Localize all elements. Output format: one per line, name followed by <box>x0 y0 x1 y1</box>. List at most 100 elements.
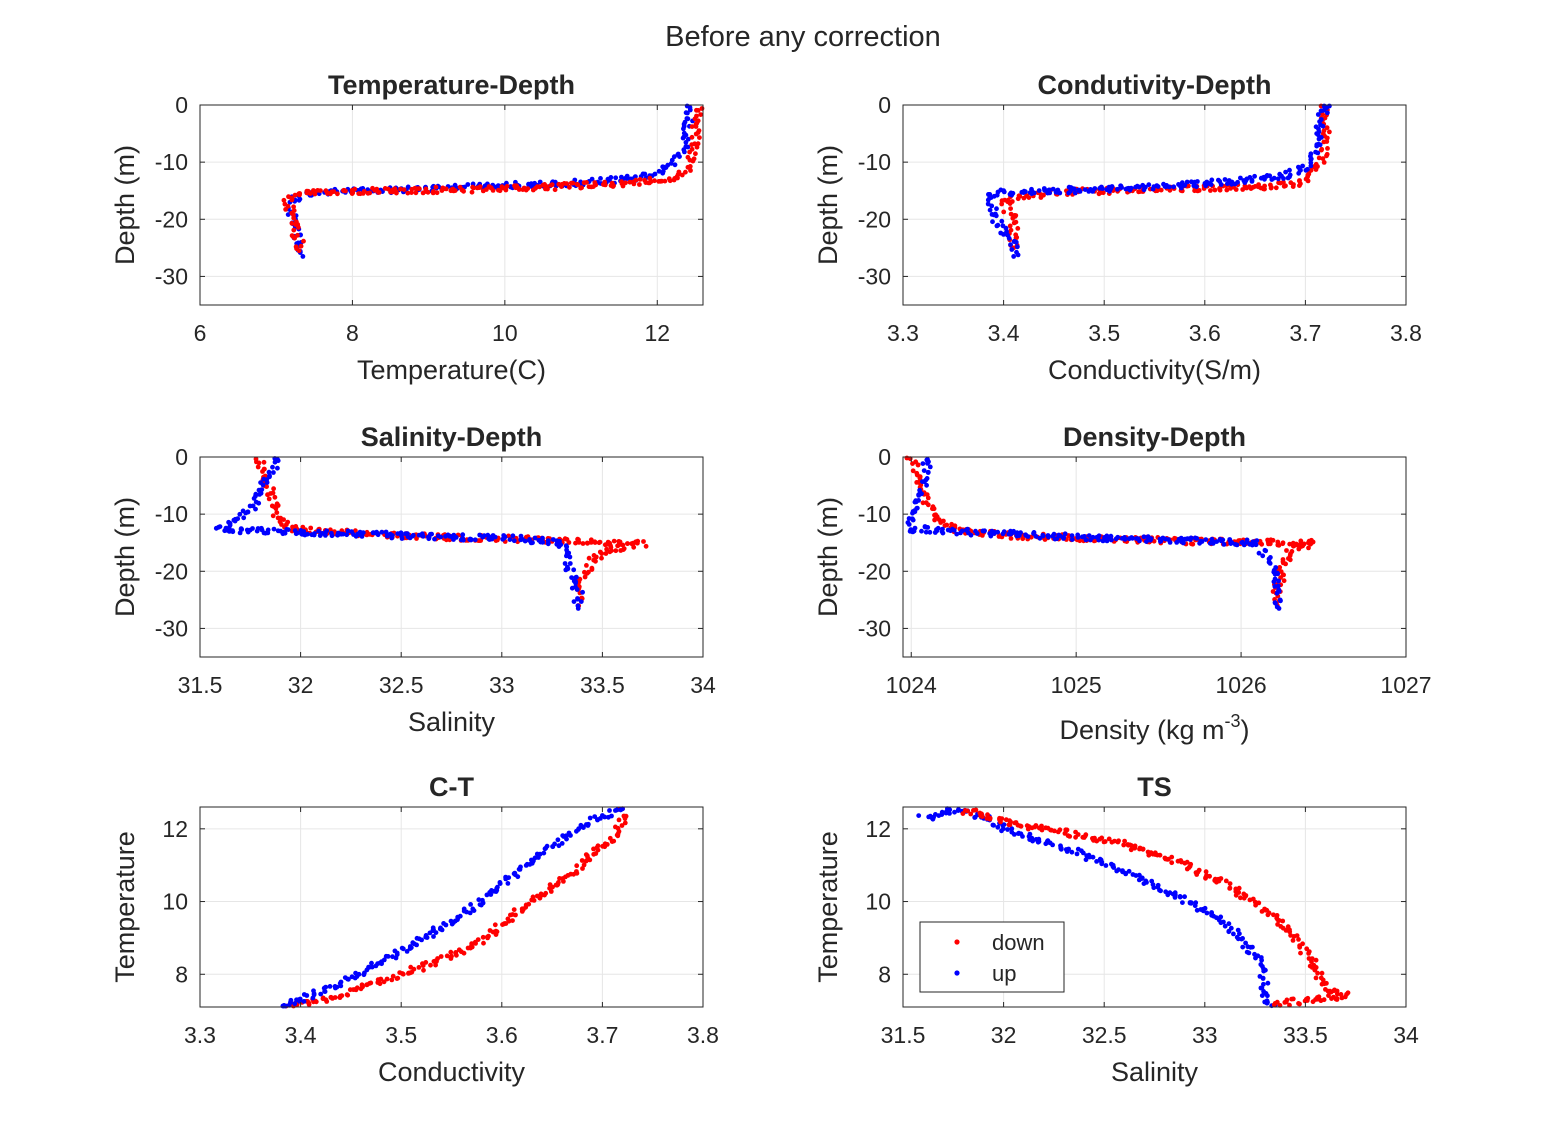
scatter-point-down <box>604 842 610 847</box>
scatter-point-up <box>1023 533 1029 539</box>
scatter-point-down <box>1278 569 1284 574</box>
scatter-point-down <box>574 863 580 869</box>
scatter-point-up <box>1030 838 1035 844</box>
x-axis-label: Conductivity(S/m) <box>1048 355 1261 385</box>
scatter-point-down <box>688 168 693 173</box>
scatter-point-down <box>272 494 278 500</box>
scatter-point-up <box>1240 944 1246 950</box>
scatter-point-up <box>1146 182 1152 188</box>
scatter-point-down <box>643 180 649 186</box>
panel-ct: 3.3 3.4 3.5 3.6 3.7 3.8 8 10 12 C-T Conductivity Te… <box>110 772 719 1087</box>
scatter-point-up <box>562 561 568 566</box>
x-axis-label: Conductivity <box>378 1057 526 1087</box>
scatter-point-down <box>1296 937 1301 942</box>
scatter-point-down <box>389 977 395 983</box>
scatter-point-down <box>488 185 494 191</box>
scatter-point-up <box>1320 123 1326 129</box>
scatter-point-down <box>1157 852 1163 858</box>
y-axis-label: Depth (m) <box>110 497 140 617</box>
scatter-point-up <box>472 537 478 543</box>
scatter-point-down <box>530 894 536 900</box>
scatter-point-up <box>281 1003 287 1009</box>
scatter-point-up <box>1272 571 1278 577</box>
scatter-point-up <box>1244 537 1250 543</box>
scatter-point-down <box>622 820 628 826</box>
scatter-point-up <box>995 824 1001 830</box>
scatter-point-up <box>668 161 674 166</box>
scatter-point-down <box>1327 129 1332 135</box>
scatter-point-up <box>251 496 257 501</box>
scatter-point-down <box>1032 824 1038 830</box>
scatter-point-up <box>1096 533 1102 539</box>
scatter-point-up <box>1246 950 1252 956</box>
scatter-point-down <box>1280 918 1286 924</box>
scatter-point-up <box>467 910 473 916</box>
scatter-point-up <box>687 105 693 110</box>
scatter-point-up <box>260 482 266 488</box>
scatter-point-up <box>1234 542 1240 548</box>
scatter-point-down <box>607 835 613 841</box>
scatter-point-down <box>523 902 529 908</box>
plot-area <box>200 457 703 657</box>
scatter-point-up <box>1139 875 1145 881</box>
scatter-point-down <box>973 807 979 813</box>
scatter-point-down <box>1253 902 1258 908</box>
scatter-point-up <box>919 528 924 534</box>
x-axis-label: Salinity <box>1111 1057 1199 1087</box>
scatter-point-up <box>1009 829 1015 835</box>
series-up <box>985 103 1332 259</box>
scatter-point-down <box>1015 226 1021 231</box>
axes-box <box>199 806 704 1008</box>
legend-box <box>919 921 1065 993</box>
scatter-point-up <box>1315 112 1321 117</box>
scatter-point-down <box>394 976 400 981</box>
scatter-point-up <box>1090 534 1096 540</box>
scatter-point-down <box>580 541 586 546</box>
scatter-point-up <box>561 834 567 839</box>
scatter-point-up <box>925 525 931 530</box>
scatter-point-down <box>289 197 295 203</box>
scatter-point-down <box>1276 180 1281 186</box>
scatter-point-up <box>461 906 467 912</box>
scatter-point-up <box>1229 181 1234 187</box>
scatter-point-up <box>538 539 544 545</box>
scatter-point-up <box>332 984 338 989</box>
scatter-point-down <box>315 188 320 193</box>
scatter-point-down <box>413 190 419 196</box>
scatter-point-down <box>584 540 590 546</box>
scatter-point-down <box>694 144 700 150</box>
scatter-point-up <box>912 499 918 505</box>
scatter-point-up <box>272 459 278 465</box>
scatter-point-up <box>1051 531 1057 537</box>
scatter-point-down <box>574 181 580 187</box>
scatter-point-up <box>1015 252 1021 258</box>
scatter-point-up <box>470 906 476 912</box>
scatter-point-down <box>521 185 527 191</box>
scatter-point-down <box>659 178 665 184</box>
scatter-point-up <box>1165 892 1171 898</box>
scatter-point-up <box>587 815 593 821</box>
scatter-point-down <box>344 992 350 998</box>
scatter-point-down <box>281 197 287 203</box>
scatter-point-down <box>1287 1002 1292 1008</box>
scatter-point-up <box>1069 533 1075 538</box>
scatter-point-up <box>481 533 487 539</box>
scatter-point-up <box>292 1001 298 1007</box>
scatter-point-down <box>1224 187 1230 193</box>
scatter-point-down <box>1273 185 1279 191</box>
x-axis-label: Temperature(C) <box>357 355 546 385</box>
scatter-point-up <box>609 813 614 819</box>
scatter-point-up <box>346 976 351 982</box>
scatter-point-up <box>507 537 513 542</box>
y-tick-label: -20 <box>858 206 891 232</box>
scatter-point-up <box>1315 150 1321 156</box>
scatter-point-up <box>1226 921 1232 927</box>
scatter-point-up <box>1102 535 1107 540</box>
scatter-point-down <box>1116 838 1121 844</box>
scatter-point-up <box>574 574 579 580</box>
scatter-point-down <box>1281 179 1286 185</box>
scatter-point-up <box>1225 181 1230 187</box>
scatter-point-down <box>1331 988 1337 994</box>
scatter-point-up <box>267 473 272 479</box>
scatter-point-up <box>968 532 974 538</box>
